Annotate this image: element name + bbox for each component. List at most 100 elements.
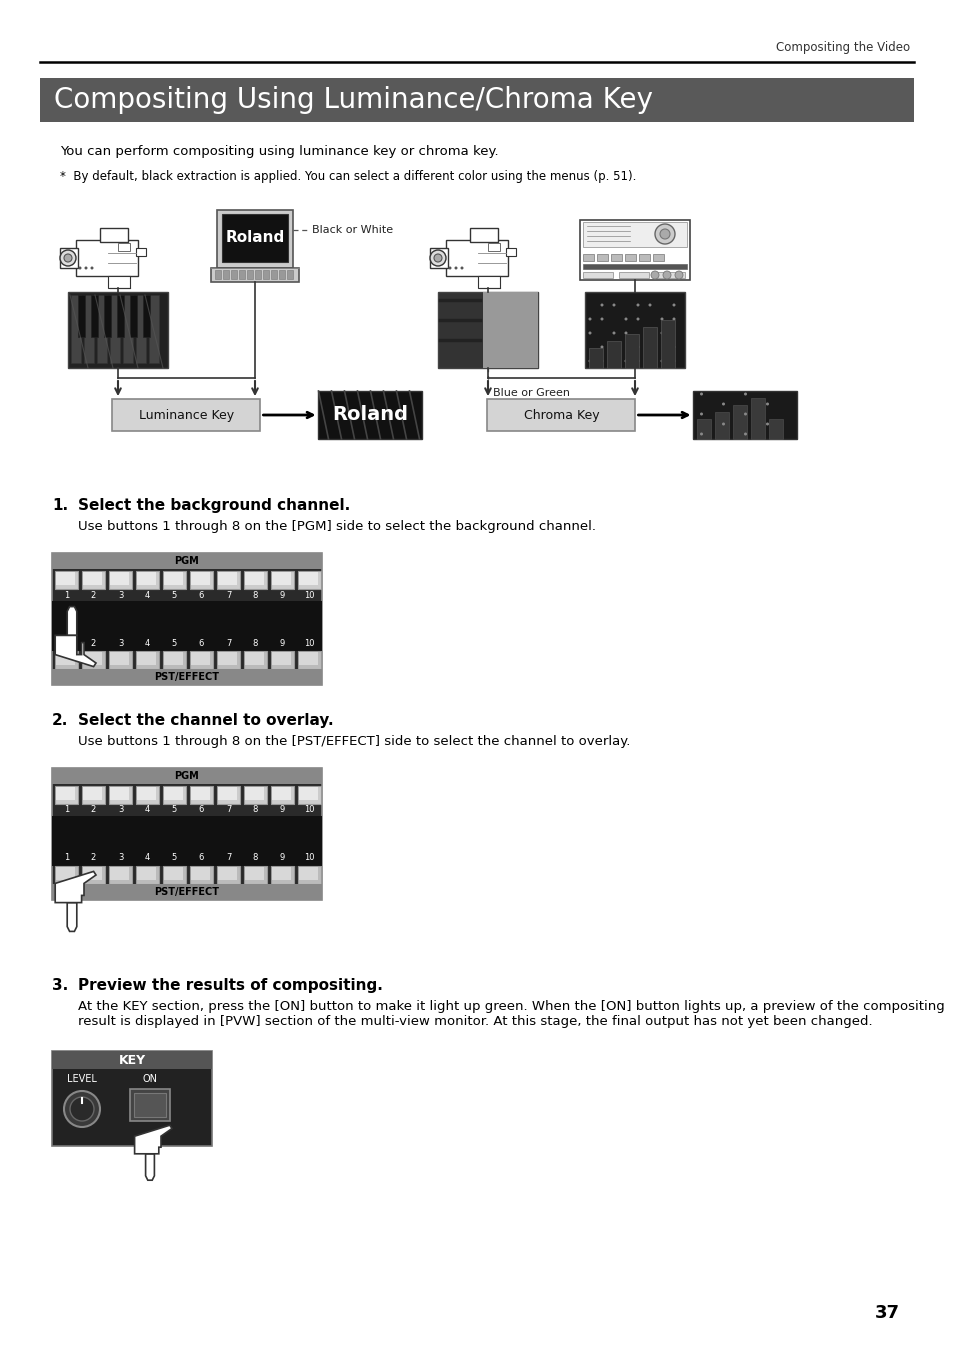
Circle shape xyxy=(64,254,71,262)
Bar xyxy=(272,788,291,800)
Bar xyxy=(655,272,684,278)
Text: At the KEY section, press the [ON] button to make it light up green. When the [O: At the KEY section, press the [ON] butto… xyxy=(78,1000,943,1028)
Text: 1: 1 xyxy=(64,805,69,815)
Bar xyxy=(52,553,322,685)
Bar xyxy=(487,399,635,431)
Bar xyxy=(271,786,294,804)
Bar xyxy=(110,295,120,363)
Bar xyxy=(130,295,137,336)
Bar xyxy=(272,867,291,880)
Bar xyxy=(582,254,594,261)
Bar xyxy=(218,867,236,880)
Bar xyxy=(83,788,102,800)
Bar xyxy=(52,1051,212,1146)
Bar xyxy=(298,571,317,585)
Circle shape xyxy=(743,412,746,416)
Bar xyxy=(245,867,264,880)
Bar xyxy=(271,270,276,280)
Bar xyxy=(76,240,138,276)
Bar xyxy=(163,571,186,589)
Bar xyxy=(297,786,320,804)
Bar xyxy=(298,867,317,880)
Circle shape xyxy=(599,346,603,349)
Bar xyxy=(136,866,159,884)
Bar xyxy=(136,295,146,363)
Circle shape xyxy=(91,266,93,269)
Text: 7: 7 xyxy=(226,639,231,647)
Text: 7: 7 xyxy=(226,805,231,815)
Bar xyxy=(164,571,183,585)
Bar xyxy=(117,295,124,336)
Bar xyxy=(231,270,236,280)
Bar xyxy=(83,653,102,665)
Circle shape xyxy=(675,272,682,280)
Circle shape xyxy=(636,346,639,349)
Bar xyxy=(218,653,236,665)
Bar xyxy=(137,788,156,800)
Bar xyxy=(214,270,221,280)
Text: 2.: 2. xyxy=(52,713,69,728)
Circle shape xyxy=(700,393,702,396)
Bar xyxy=(769,419,782,439)
Bar xyxy=(624,254,636,261)
Bar xyxy=(163,866,186,884)
Text: Select the channel to overlay.: Select the channel to overlay. xyxy=(78,713,334,728)
Bar xyxy=(693,390,797,439)
Bar xyxy=(163,651,186,669)
Text: Luminance Key: Luminance Key xyxy=(139,408,233,422)
Text: 8: 8 xyxy=(253,639,258,647)
Text: 10: 10 xyxy=(304,639,314,647)
Bar xyxy=(56,867,75,880)
Circle shape xyxy=(700,412,702,416)
Bar xyxy=(109,786,132,804)
Bar xyxy=(104,295,111,336)
Bar xyxy=(143,295,150,336)
Bar xyxy=(297,651,320,669)
Bar xyxy=(110,788,129,800)
Text: PST/EFFECT: PST/EFFECT xyxy=(154,671,219,682)
Text: 9: 9 xyxy=(279,639,285,647)
Bar xyxy=(163,786,186,804)
Bar xyxy=(164,867,183,880)
Text: *  By default, black extraction is applied. You can select a different color usi: * By default, black extraction is applie… xyxy=(60,170,636,182)
Text: 1: 1 xyxy=(64,639,69,647)
Polygon shape xyxy=(55,635,96,666)
Bar xyxy=(624,334,639,367)
Text: 3.: 3. xyxy=(52,978,69,993)
Text: 1: 1 xyxy=(64,590,69,600)
Bar xyxy=(446,240,507,276)
Bar xyxy=(582,272,613,278)
Bar xyxy=(108,276,130,288)
Bar xyxy=(82,866,105,884)
Bar xyxy=(191,653,210,665)
Bar xyxy=(606,340,620,367)
Bar xyxy=(97,295,107,363)
Text: 5: 5 xyxy=(172,805,177,815)
Text: 3: 3 xyxy=(117,639,123,647)
Text: Use buttons 1 through 8 on the [PST/EFFECT] side to select the channel to overla: Use buttons 1 through 8 on the [PST/EFFE… xyxy=(78,735,630,748)
Text: 10: 10 xyxy=(304,590,314,600)
Circle shape xyxy=(659,317,662,320)
Circle shape xyxy=(448,266,451,269)
Circle shape xyxy=(588,331,591,335)
Circle shape xyxy=(648,331,651,335)
Circle shape xyxy=(85,266,88,269)
Text: 7: 7 xyxy=(226,590,231,600)
Circle shape xyxy=(612,346,615,349)
Text: PST/EFFECT: PST/EFFECT xyxy=(154,888,219,897)
Circle shape xyxy=(721,423,724,426)
Bar xyxy=(190,786,213,804)
Bar xyxy=(52,767,322,900)
Bar xyxy=(245,788,264,800)
Bar xyxy=(263,270,269,280)
Bar xyxy=(164,653,183,665)
Bar xyxy=(211,267,298,282)
Bar xyxy=(82,571,105,589)
Bar xyxy=(136,571,159,589)
Bar xyxy=(191,788,210,800)
Text: Black or White: Black or White xyxy=(312,226,393,235)
Text: 2: 2 xyxy=(91,805,96,815)
Bar xyxy=(271,866,294,884)
Text: 9: 9 xyxy=(279,854,285,862)
Bar xyxy=(223,270,229,280)
